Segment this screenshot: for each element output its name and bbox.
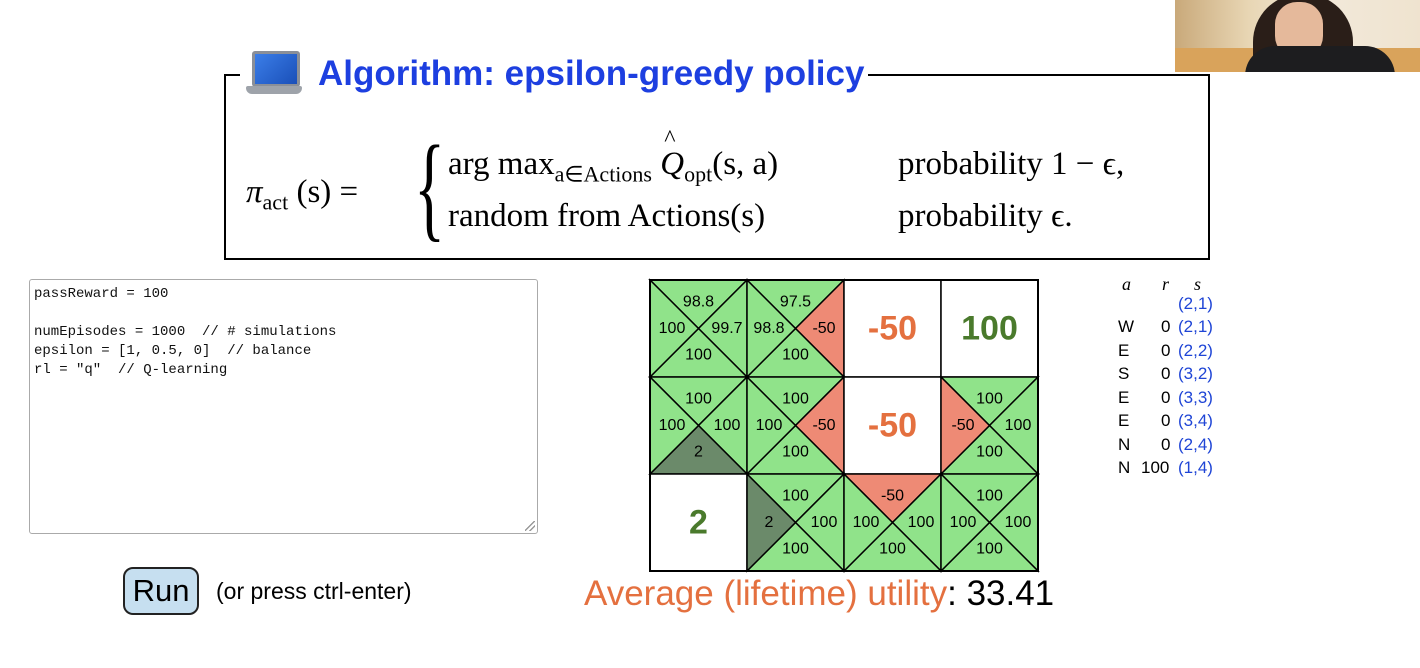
trace-action: E [1118,387,1130,407]
webcam-video [1175,0,1420,72]
resize-grip-icon[interactable] [525,521,535,531]
formula-prob-explore: probability ϵ. [898,198,1073,234]
trace-state: (2,4) [1178,434,1213,454]
cell-1-0-q-north: 100 [685,391,712,408]
cell-1-1-west-triangle [746,375,797,476]
cell-2-1-q-north: 100 [782,488,809,505]
trace-reward: 0 [1161,364,1171,383]
run-button[interactable]: Run [123,567,199,615]
cell-1-0-q-west: 100 [659,417,686,434]
code-text[interactable]: passReward = 100 numEpisodes = 1000 // #… [34,286,337,378]
cell-2-3-west-triangle [940,472,991,573]
cell-2-1-q-west: 2 [765,514,774,531]
trace-state: (1,4) [1178,458,1213,477]
cell-2-1-west-triangle [746,472,797,573]
cell-1-2-reward: -50 [868,407,917,445]
cell-1-2-terminal [843,376,942,475]
average-utility: Average (lifetime) utility: 33.41 [584,574,1054,614]
cell-0-0-q-east: 99.7 [711,320,742,337]
cell-2-3-q-south: 100 [976,541,1003,558]
trace-action: E [1118,411,1130,430]
trace-state: (2,2) [1178,340,1213,360]
formula-case-random: random from Actions(s) [448,198,766,234]
cell-2-2-west-triangle [843,472,894,573]
laptop-icon [246,49,302,99]
cell-0-2-reward: -50 [868,310,917,348]
cell-1-3-q-east: 100 [1005,417,1032,434]
cell-1-3-q-south: 100 [976,444,1003,461]
cell-2-2-q-west: 100 [853,514,880,531]
cell-0-1-west-triangle [746,278,797,379]
cell-1-1-q-east: -50 [812,417,835,434]
cell-2-2-q-south: 100 [879,541,906,558]
gridworld-border [649,279,1039,572]
cell-2-0-reward: 2 [689,504,708,542]
trace-state: (3,3) [1178,387,1213,407]
trace-action: S [1118,364,1130,383]
trace-action: N [1118,434,1131,454]
trace-action: W [1118,317,1135,336]
trace-state: (3,4) [1178,411,1213,430]
average-utility-label: Average (lifetime) utility [584,574,948,613]
cell-0-0-q-north: 98.8 [683,294,714,311]
formula-prob-exploit: probability 1 − ϵ, [898,146,1125,182]
cell-2-3-q-north: 100 [976,488,1003,505]
formula-brace: { [414,121,446,252]
average-utility-separator: : [947,574,957,613]
cell-0-1-q-north: 97.5 [780,294,811,311]
trace-reward: 100 [1141,458,1170,477]
cell-1-3-west-triangle [940,375,991,476]
cell-2-1-q-south: 100 [782,541,809,558]
algorithm-title: Algorithm: epsilon-greedy policy [318,54,865,93]
presenter-body [1245,46,1395,72]
cell-1-0-q-east: 100 [714,417,741,434]
cell-0-0-q-west: 100 [659,320,686,337]
cell-1-3-q-north: 100 [976,391,1003,408]
cell-0-1-q-south: 100 [782,347,809,364]
cell-0-1-q-west: 98.8 [753,320,784,337]
cell-1-3-q-west: -50 [951,417,974,434]
trace-reward: 0 [1161,434,1171,454]
cell-2-2-q-north: -50 [881,488,904,505]
cell-1-1-q-south: 100 [782,444,809,461]
trace-action: E [1118,340,1130,360]
trace-start-state: (2,1) [1178,294,1213,313]
code-editor[interactable]: passReward = 100 numEpisodes = 1000 // #… [29,279,538,534]
cell-2-1-q-east: 100 [811,514,838,531]
cell-0-1-q-east: -50 [812,320,835,337]
run-hint: (or press ctrl-enter) [216,578,412,604]
trace-reward: 0 [1161,387,1171,407]
formula-case-argmax: arg maxa∈Actions Qopt(s, a) [448,126,778,188]
formula-lhs: πact (s) = [246,174,359,215]
average-utility-value: 33.41 [966,574,1055,613]
algorithm-header: Algorithm: epsilon-greedy policy [240,48,869,100]
trace-header-r: r [1162,274,1170,294]
trace-header-a: a [1122,274,1131,294]
trace-state: (3,2) [1178,364,1213,383]
trace-header-s: s [1194,274,1202,294]
cell-1-1-q-west: 100 [756,417,783,434]
cell-2-3-q-west: 100 [950,514,977,531]
trace-action: N [1118,458,1131,477]
cell-1-0-q-south: 2 [694,444,703,461]
trace-state: (2,1) [1178,317,1213,336]
cell-0-0-q-south: 100 [685,347,712,364]
trace-reward: 0 [1161,411,1171,430]
cell-0-3-reward: 100 [961,310,1018,348]
cell-1-1-q-north: 100 [782,391,809,408]
cell-2-2-q-east: 100 [908,514,935,531]
cell-2-3-q-east: 100 [1005,514,1032,531]
trace-reward: 0 [1161,340,1171,360]
trace-reward: 0 [1161,317,1171,336]
